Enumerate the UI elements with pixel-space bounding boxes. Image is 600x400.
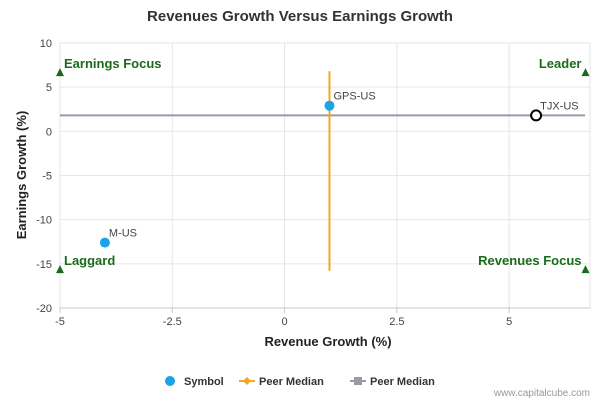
legend-square-icon[interactable]	[354, 377, 362, 385]
grid	[59, 42, 591, 309]
x-tick-label: 5	[506, 316, 512, 328]
y-tick-label: 0	[46, 126, 52, 138]
legend[interactable]: Symbol Peer Median Peer Median	[165, 376, 435, 388]
chart-title: Revenues Growth Versus Earnings Growth	[147, 8, 453, 25]
x-axis-label: Revenue Growth (%)	[264, 334, 391, 349]
x-tick-label: 2.5	[389, 316, 404, 328]
data-point-label: TJX-US	[540, 100, 579, 112]
y-tick-label: 5	[46, 82, 52, 94]
quadrant-label: Laggard	[64, 253, 115, 268]
legend-symbol-icon[interactable]	[165, 376, 175, 386]
quadrant-triangle-icon	[56, 265, 64, 274]
data-point-marker[interactable]	[99, 237, 110, 248]
data-point-label: M-US	[109, 228, 137, 240]
y-tick-label: -15	[36, 259, 52, 271]
legend-item-label[interactable]: Symbol	[184, 376, 224, 388]
quadrant-triangle-icon	[581, 265, 590, 274]
y-tick-label: -20	[36, 303, 52, 315]
quadrant-label: Revenues Focus	[478, 253, 581, 268]
peer-median-lines	[60, 71, 585, 271]
y-tick-label: -10	[36, 215, 52, 227]
x-tick-label: 0	[282, 316, 288, 328]
y-tick-label: -5	[42, 171, 52, 183]
x-tick-label: -5	[55, 316, 65, 328]
quadrant-triangle-icon	[581, 68, 590, 77]
quadrant-label: Earnings Focus	[64, 56, 162, 71]
data-point-marker[interactable]	[324, 100, 335, 111]
data-point-marker[interactable]	[530, 109, 543, 122]
quadrant-labels: Earnings Focus Leader Laggard Revenues Focu…	[56, 56, 590, 274]
quadrant-label: Leader	[539, 56, 582, 71]
legend-diamond-icon[interactable]	[243, 377, 251, 385]
y-tick-label: 10	[40, 38, 52, 50]
data-point-label: GPS-US	[333, 91, 375, 103]
credit-text: www.capitalcube.com	[493, 388, 590, 399]
legend-item-label[interactable]: Peer Median	[259, 376, 324, 388]
legend-item-label[interactable]: Peer Median	[370, 376, 435, 388]
quadrant-triangle-icon	[56, 68, 64, 77]
data-points: GPS-US TJX-US M-US	[99, 91, 579, 248]
x-tick-label: -2.5	[163, 316, 182, 328]
y-axis-label: Earnings Growth (%)	[14, 111, 29, 240]
